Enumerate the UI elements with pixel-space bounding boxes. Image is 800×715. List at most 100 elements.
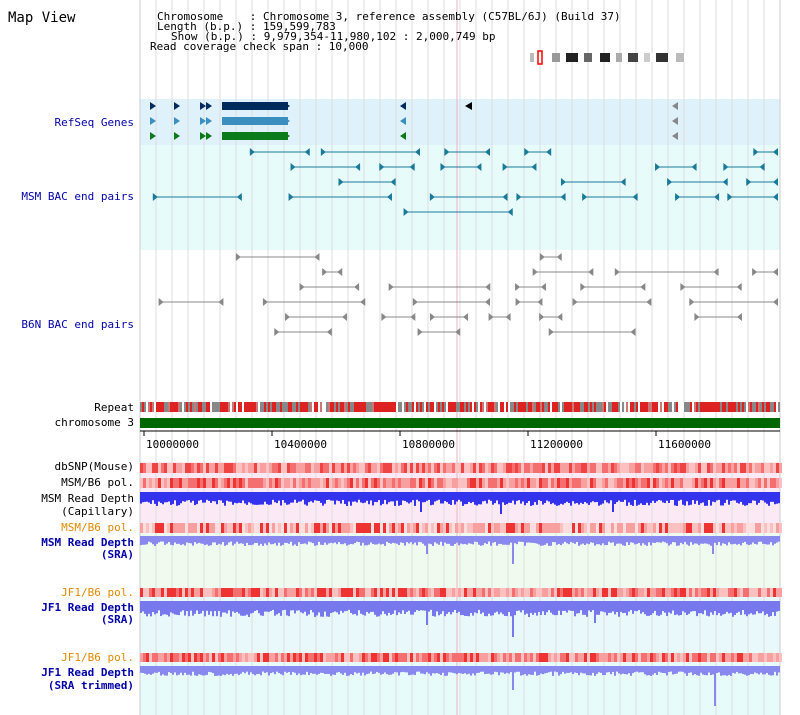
repeat-segment: [638, 402, 640, 412]
depth-bar: [252, 601, 254, 613]
bac-end-marker: [630, 328, 636, 336]
heat-cell: [590, 478, 593, 488]
heat-cell: [716, 523, 719, 533]
heat-cell: [242, 478, 245, 488]
depth-bar: [618, 536, 620, 544]
track-label-b6n-bac[interactable]: B6N BAC end pairs: [21, 318, 134, 331]
depth-bar: [380, 536, 382, 545]
depth-bar: [720, 536, 722, 546]
depth-bar: [286, 666, 288, 673]
depth-bar: [466, 666, 468, 675]
depth-bar: [442, 536, 444, 546]
depth-bar: [484, 666, 486, 675]
depth-bar: [562, 601, 564, 611]
depth-bar: [166, 601, 168, 615]
depth-bar: [404, 536, 406, 546]
depth-bar: [248, 536, 250, 546]
depth-bar: [730, 492, 732, 501]
heat-cell: [779, 653, 782, 662]
heat-cell: [755, 588, 758, 597]
depth-bar: [338, 666, 340, 673]
heat-cell: [479, 588, 482, 597]
heat-cell: [710, 588, 713, 597]
depth-bar: [714, 536, 716, 543]
heat-cell: [449, 523, 452, 533]
heat-cell: [470, 478, 473, 488]
heat-cell: [380, 523, 383, 533]
repeat-segment: [738, 402, 740, 412]
depth-bar: [146, 492, 148, 502]
heat-cell: [329, 653, 332, 662]
heat-cell: [185, 463, 188, 473]
depth-bar: [338, 492, 340, 502]
track-label-msm-bac[interactable]: MSM BAC end pairs: [21, 190, 134, 203]
heat-cell: [329, 523, 332, 533]
depth-bar: [490, 536, 492, 546]
heat-cell: [299, 478, 302, 488]
heat-cell: [689, 463, 692, 473]
depth-bar: [466, 536, 468, 545]
heat-cell: [764, 588, 767, 597]
depth-bar: [586, 601, 588, 617]
heat-cell: [344, 523, 347, 533]
heat-cell: [470, 463, 473, 473]
heat-cell: [569, 588, 572, 597]
bac-end-marker: [532, 268, 538, 276]
heat-cell: [392, 463, 395, 473]
depth-bar: [642, 492, 644, 505]
repeat-segment: [768, 402, 770, 412]
depth-bar: [240, 666, 242, 674]
depth-bar: [666, 536, 668, 544]
repeat-segment: [492, 402, 494, 412]
depth-bar: [574, 536, 576, 544]
depth-bar: [272, 666, 274, 673]
repeat-segment: [486, 402, 488, 412]
heat-cell: [506, 523, 509, 533]
bac-end-marker: [274, 328, 280, 336]
repeat-segment: [646, 402, 648, 412]
depth-bar: [530, 601, 532, 613]
heat-cell: [362, 588, 365, 597]
heat-cell: [455, 653, 458, 662]
depth-bar: [740, 492, 742, 502]
depth-bar: [506, 492, 508, 505]
depth-bar: [166, 536, 168, 544]
depth-bar: [236, 666, 238, 674]
repeat-segment: [286, 402, 288, 412]
depth-bar: [590, 536, 592, 543]
depth-bar: [414, 601, 416, 613]
heat-cell: [323, 653, 326, 662]
depth-bar: [720, 492, 722, 506]
gene-arrow: [465, 102, 472, 110]
track-label-refseq[interactable]: RefSeq Genes: [54, 116, 134, 129]
depth-bar: [522, 666, 524, 675]
heat-cell: [392, 478, 395, 488]
depth-bar: [474, 492, 476, 505]
heat-cell: [725, 463, 728, 473]
heat-cell: [572, 523, 575, 533]
repeat-segment: [398, 402, 400, 412]
heat-cell: [563, 653, 566, 662]
heat-cell: [239, 478, 242, 488]
depth-bar: [538, 536, 540, 545]
heat-cell: [434, 588, 437, 597]
heat-cell: [584, 463, 587, 473]
heat-cell: [320, 463, 323, 473]
depth-bar: [578, 492, 580, 505]
heat-cell: [578, 523, 581, 533]
depth-bar: [248, 666, 250, 675]
depth-bar: [546, 666, 548, 673]
heat-cell: [758, 523, 761, 533]
repeat-segment: [696, 402, 698, 412]
depth-bar: [496, 601, 498, 612]
heat-cell: [419, 653, 422, 662]
heat-cell: [299, 463, 302, 473]
depth-bar: [308, 601, 310, 615]
heat-cell: [452, 653, 455, 662]
heat-cell: [566, 523, 569, 533]
heat-cell: [602, 523, 605, 533]
repeat-segment: [496, 402, 498, 412]
depth-bar: [436, 492, 438, 501]
heat-cell: [656, 463, 659, 473]
depth-bar: [490, 666, 492, 675]
